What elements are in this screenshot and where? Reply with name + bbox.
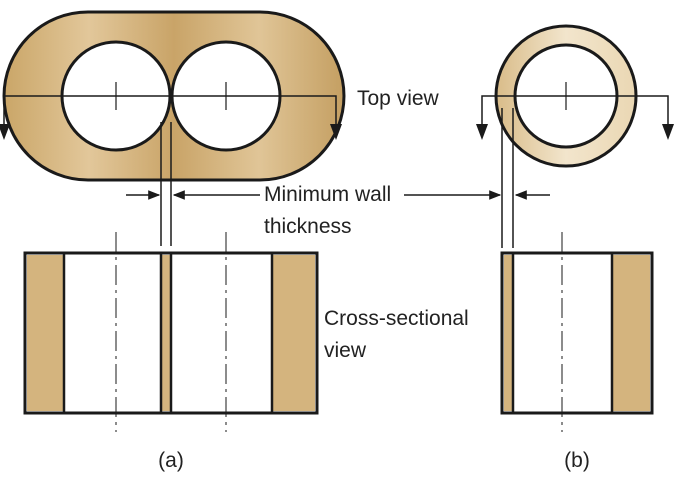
part-b-section-line (481, 95, 669, 130)
part-b-cross-section (500, 232, 654, 432)
part-b-wall-projection-lines (501, 108, 514, 248)
part-a-cross-section (23, 232, 319, 432)
part-a-section-arrow-left (0, 124, 10, 140)
part-a-caption: (a) (158, 449, 184, 472)
part-a-wall-projection-lines (160, 122, 172, 246)
part-b-section-arrow-right (662, 124, 674, 140)
top-view-label: Top view (357, 87, 439, 110)
part-a-section-line (3, 95, 337, 130)
minimum-wall-label-line1: Minimum wall (264, 183, 392, 206)
cross-section-label-line1: Cross-sectional (324, 307, 469, 330)
cross-section-label-line2: view (324, 339, 367, 362)
minimum-wall-label-line2: thickness (264, 215, 352, 238)
part-a-section-arrow-right (330, 124, 342, 140)
part-b-section-arrow-left (476, 124, 488, 140)
part-b-caption: (b) (564, 449, 590, 472)
